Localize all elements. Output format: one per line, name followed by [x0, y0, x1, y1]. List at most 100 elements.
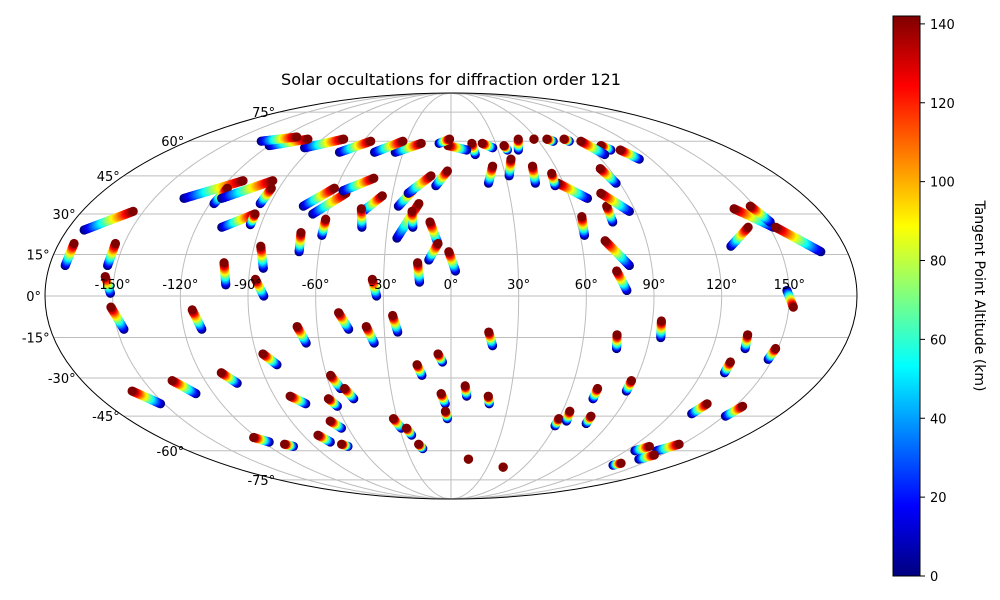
track-point	[656, 316, 667, 326]
track-point	[460, 381, 470, 391]
track-point	[426, 171, 436, 181]
occultation-track	[256, 132, 302, 146]
occultation-track	[79, 206, 138, 235]
occultation-track	[608, 458, 626, 470]
occultation-track	[615, 145, 644, 164]
track-point	[433, 349, 443, 359]
occultation-track	[443, 140, 472, 155]
track-point	[616, 458, 626, 468]
track-point	[542, 134, 552, 144]
occultation-track	[687, 399, 712, 419]
track-point	[222, 183, 232, 193]
lon-tick-label: -30°	[369, 278, 397, 293]
track-point	[388, 310, 398, 321]
occultation-track	[467, 138, 480, 160]
occultation-track	[299, 134, 349, 153]
occultation-track	[547, 168, 560, 191]
occultation-track	[339, 383, 359, 404]
colorbar-tick-label: 60	[930, 333, 947, 348]
track-point	[187, 305, 197, 315]
lat-tick-label: 0°	[26, 290, 41, 305]
track-point	[416, 138, 426, 148]
track-point	[388, 414, 399, 424]
lon-tick-label: -150°	[95, 278, 131, 293]
track-point	[615, 145, 625, 155]
track-point	[249, 432, 259, 443]
occultation-track	[652, 439, 684, 456]
track-point	[600, 236, 610, 246]
occultation-track	[656, 316, 667, 343]
track-point	[488, 161, 498, 171]
track-point	[377, 191, 387, 201]
occultation-track	[255, 183, 276, 209]
occultation-track	[127, 386, 166, 409]
occultation-track	[440, 406, 452, 424]
occultation-track	[412, 360, 427, 380]
colorbar	[892, 15, 921, 577]
occultation-track	[542, 134, 558, 146]
track-point	[576, 136, 586, 146]
track-point	[369, 173, 379, 183]
track-point	[612, 266, 622, 276]
occultation-track	[763, 343, 781, 364]
track-point	[266, 183, 276, 193]
track-point	[425, 217, 435, 227]
occultation-track	[600, 236, 634, 271]
lat-tick-label: -60°	[157, 445, 185, 460]
track-point	[296, 228, 306, 238]
occultation-track	[595, 163, 621, 188]
occultation-tracks	[60, 132, 826, 472]
occultation-track	[588, 383, 603, 404]
occultation-track	[433, 349, 448, 367]
occultation-track	[250, 274, 269, 301]
track-point	[554, 414, 564, 424]
occultation-track	[388, 310, 403, 337]
track-point	[110, 238, 121, 249]
track-point	[321, 214, 331, 224]
track-point	[398, 136, 408, 146]
occultation-track	[726, 222, 753, 251]
track-point	[325, 416, 335, 426]
track-point	[442, 166, 453, 176]
track-point	[334, 308, 344, 318]
lat-tick-label: 45°	[97, 170, 120, 185]
occultation-track	[602, 201, 618, 227]
track-point	[238, 176, 248, 186]
occultation-track	[513, 134, 524, 155]
lat-tick-label: -15°	[22, 332, 50, 347]
occultation-track	[294, 228, 306, 257]
track-point	[285, 391, 295, 401]
occultation-track	[356, 204, 367, 232]
track-point	[401, 423, 412, 433]
track-point	[444, 134, 455, 144]
track-point	[771, 222, 781, 232]
lon-tick-label: 150°	[774, 278, 805, 293]
track-point	[292, 132, 302, 142]
track-point	[612, 330, 622, 340]
track-point	[250, 274, 261, 284]
occultation-track	[167, 376, 201, 399]
track-point	[313, 430, 323, 440]
track-point	[436, 389, 446, 399]
meridian-line	[450, 92, 520, 500]
occultation-track	[369, 136, 408, 157]
colorbar-ticks: 0 20 40 60 80 100 120 140	[920, 18, 955, 585]
track-point	[412, 360, 422, 370]
track-point	[725, 357, 736, 367]
occultation-track	[771, 222, 826, 257]
occultation-track	[298, 183, 340, 211]
track-point	[367, 274, 377, 284]
track-point	[596, 188, 606, 198]
track-point	[463, 454, 474, 464]
occultation-track	[444, 247, 461, 276]
occultation-track	[576, 136, 610, 160]
graticule-grid	[45, 92, 857, 500]
lon-tick-label: 60°	[575, 278, 598, 293]
track-point	[323, 394, 334, 404]
occultation-track	[561, 406, 575, 426]
track-point	[361, 321, 371, 332]
track-point	[498, 462, 508, 472]
track-point	[407, 206, 417, 216]
colorbar-label: Tangent Point Altitude (km)	[971, 199, 987, 391]
occultation-track	[279, 439, 299, 452]
